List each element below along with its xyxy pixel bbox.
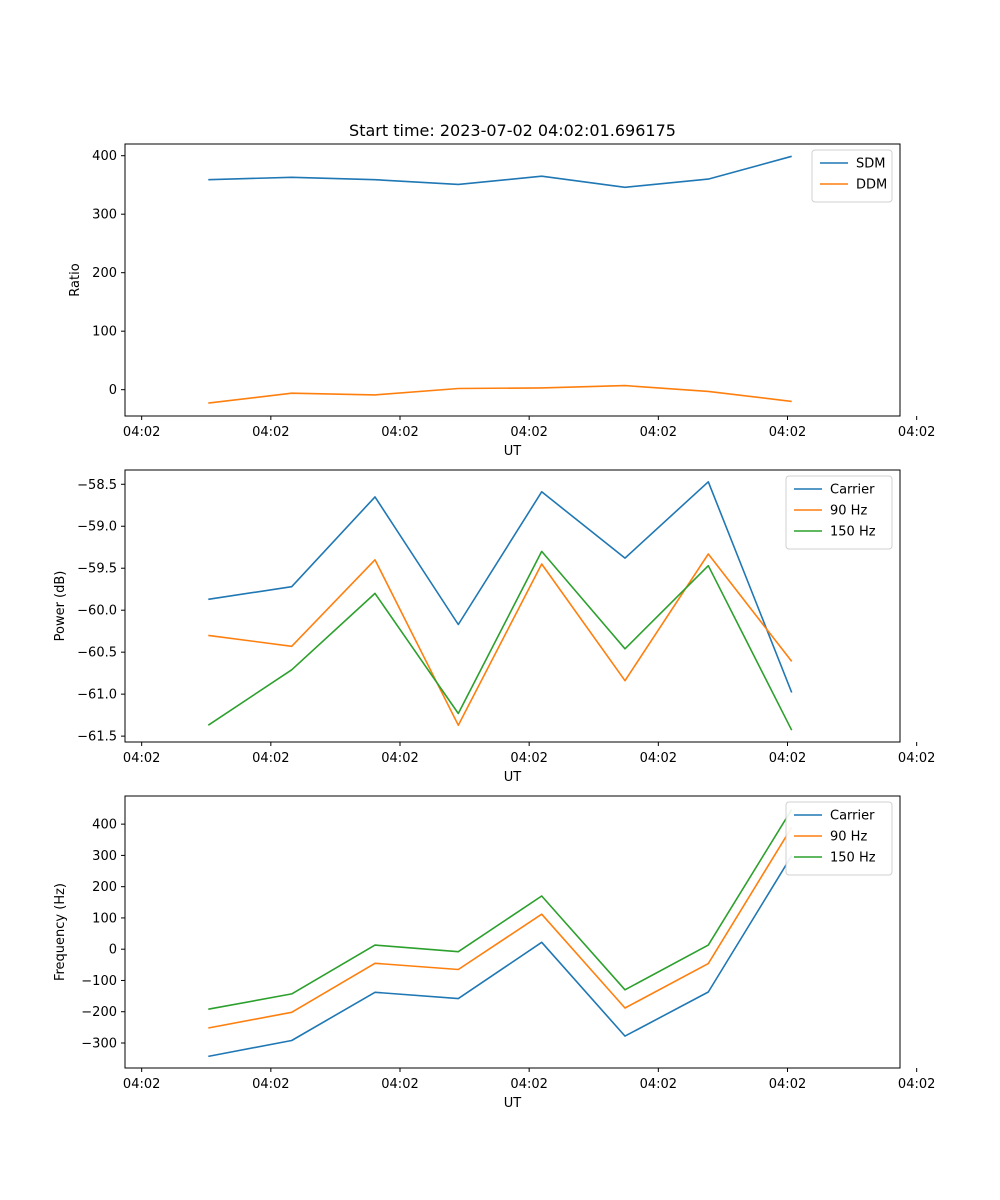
x-axis-label: UT: [504, 770, 522, 785]
y-tick-label: 300: [92, 208, 117, 223]
y-axis-label: Ratio: [68, 263, 83, 296]
x-tick-label: 04:02: [640, 751, 677, 766]
x-tick-label: 04:02: [123, 1077, 160, 1092]
x-tick-label: 04:02: [898, 425, 935, 440]
legend-label-carrier: Carrier: [830, 809, 875, 824]
y-tick-label: −300: [81, 1036, 117, 1051]
y-tick-label: 400: [92, 818, 117, 833]
y-tick-label: −59.0: [77, 520, 117, 535]
y-tick-label: 200: [92, 880, 117, 895]
x-tick-label: 04:02: [769, 425, 806, 440]
x-axis-label: UT: [504, 444, 522, 459]
series-line-carrier: [208, 855, 793, 1058]
legend-label-150-hz: 150 Hz: [830, 525, 876, 540]
y-tick-label: −61.0: [77, 688, 117, 703]
legend: SDM DDM: [811, 149, 893, 203]
legend-label-carrier: Carrier: [830, 483, 875, 498]
x-tick-label: 04:02: [252, 751, 289, 766]
x-tick-label: 04:02: [640, 1077, 677, 1092]
frequency-panel: 04:02 04:02 04:02 04:02 04:02 04:02 04:02 −300 −…: [53, 795, 935, 1111]
legend-label-90-hz: 90 Hz: [830, 504, 867, 519]
legend-label-150-hz: 150 Hz: [830, 851, 876, 866]
y-tick-label: −60.5: [77, 646, 117, 661]
x-tick-label: 04:02: [381, 1077, 418, 1092]
x-tick-label: 04:02: [769, 1077, 806, 1092]
x-tick-label: 04:02: [381, 425, 418, 440]
x-tick-label: 04:02: [252, 1077, 289, 1092]
y-tick-label: 0: [109, 943, 117, 958]
y-tick-label: 400: [92, 149, 117, 164]
x-tick-label: 04:02: [769, 751, 806, 766]
series-line-150-hz: [208, 808, 793, 1010]
x-tick-label: 04:02: [510, 1077, 547, 1092]
y-axis-label: Power (dB): [53, 571, 68, 642]
x-tick-label: 04:02: [898, 751, 935, 766]
ratio-panel: 04:02 04:02 04:02 04:02 04:02 04:02 04:02 0 100 2…: [68, 143, 935, 459]
y-tick-label: 300: [92, 849, 117, 864]
x-tick-label: 04:02: [123, 751, 160, 766]
y-tick-label: 0: [109, 383, 117, 398]
x-tick-label: 04:02: [898, 1077, 935, 1092]
y-tick-label: −58.5: [77, 478, 117, 493]
legend-label-90-hz: 90 Hz: [830, 830, 867, 845]
figure-title: Start time: 2023-07-02 04:02:01.696175: [349, 121, 676, 140]
y-tick-label: 100: [92, 911, 117, 926]
series-line-90-hz: [208, 553, 793, 727]
x-tick-label: 04:02: [252, 425, 289, 440]
series-line-carrier: [208, 480, 793, 693]
y-tick-label: 100: [92, 325, 117, 340]
plot-frame: [124, 469, 901, 743]
x-axis-label: UT: [504, 1096, 522, 1111]
legend: Carrier 90 Hz 150 Hz: [785, 801, 893, 876]
x-tick-label: 04:02: [510, 425, 547, 440]
plot-frame: [124, 795, 901, 1069]
series-line-sdm: [208, 155, 792, 189]
series-line-150-hz: [207, 550, 793, 731]
y-tick-label: −100: [81, 974, 117, 989]
x-tick-label: 04:02: [510, 751, 547, 766]
y-tick-label: −59.5: [77, 562, 117, 577]
series-line-90-hz: [208, 826, 793, 1029]
legend-label-ddm: DDM: [856, 178, 887, 193]
x-tick-label: 04:02: [640, 425, 677, 440]
power-panel: 04:02 04:02 04:02 04:02 04:02 04:02 04:02 −61.5…: [53, 469, 935, 785]
y-tick-label: 200: [92, 266, 117, 281]
x-tick-label: 04:02: [381, 751, 418, 766]
series-line-ddm: [208, 384, 792, 404]
legend-label-sdm: SDM: [856, 157, 885, 172]
y-tick-label: −61.5: [77, 730, 117, 745]
legend: Carrier 90 Hz 150 Hz: [785, 475, 893, 550]
y-tick-label: −200: [81, 1005, 117, 1020]
y-tick-label: −60.0: [77, 604, 117, 619]
y-axis-label: Frequency (Hz): [53, 883, 68, 981]
x-tick-label: 04:02: [123, 425, 160, 440]
plot-frame: [124, 143, 901, 417]
